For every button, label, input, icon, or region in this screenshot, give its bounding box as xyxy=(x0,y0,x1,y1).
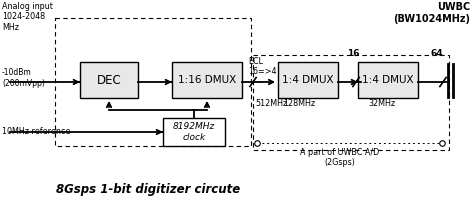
Text: 32MHz: 32MHz xyxy=(368,99,395,108)
Bar xyxy=(253,55,449,150)
Text: 1:4 DMUX: 1:4 DMUX xyxy=(282,75,334,85)
Text: UWBC
(BW1024MHz): UWBC (BW1024MHz) xyxy=(393,2,470,24)
Bar xyxy=(55,18,251,146)
Bar xyxy=(172,62,242,98)
Text: DEC: DEC xyxy=(97,74,121,86)
Text: 128MHz: 128MHz xyxy=(283,99,315,108)
Bar xyxy=(163,118,225,146)
Text: 10MHz reference: 10MHz reference xyxy=(2,127,70,137)
Text: Analog input
1024-2048
MHz: Analog input 1024-2048 MHz xyxy=(2,2,53,32)
Text: 64: 64 xyxy=(431,49,443,58)
Text: 8192MHz
clock: 8192MHz clock xyxy=(173,122,215,142)
Text: 1:16 DMUX: 1:16 DMUX xyxy=(178,75,236,85)
Bar xyxy=(80,62,138,98)
Text: ECL
16=>4: ECL 16=>4 xyxy=(248,57,276,76)
Bar xyxy=(358,62,418,98)
Text: A part of UWBC A/D
(2Gsps): A part of UWBC A/D (2Gsps) xyxy=(301,148,380,167)
Text: 512MHz: 512MHz xyxy=(255,99,287,108)
Text: -10dBm
(200mVpp): -10dBm (200mVpp) xyxy=(2,68,45,88)
Text: 16: 16 xyxy=(347,49,359,58)
Bar xyxy=(278,62,338,98)
Text: 8Gsps 1-bit digitizer circute: 8Gsps 1-bit digitizer circute xyxy=(56,183,240,196)
Text: 1:4 DMUX: 1:4 DMUX xyxy=(362,75,414,85)
